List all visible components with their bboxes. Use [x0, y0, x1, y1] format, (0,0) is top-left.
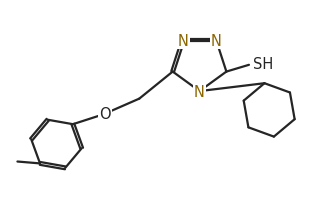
Text: O: O — [100, 107, 111, 122]
Text: N: N — [211, 33, 221, 48]
Text: SH: SH — [253, 57, 274, 72]
Text: N: N — [194, 84, 205, 99]
Text: N: N — [178, 33, 188, 48]
